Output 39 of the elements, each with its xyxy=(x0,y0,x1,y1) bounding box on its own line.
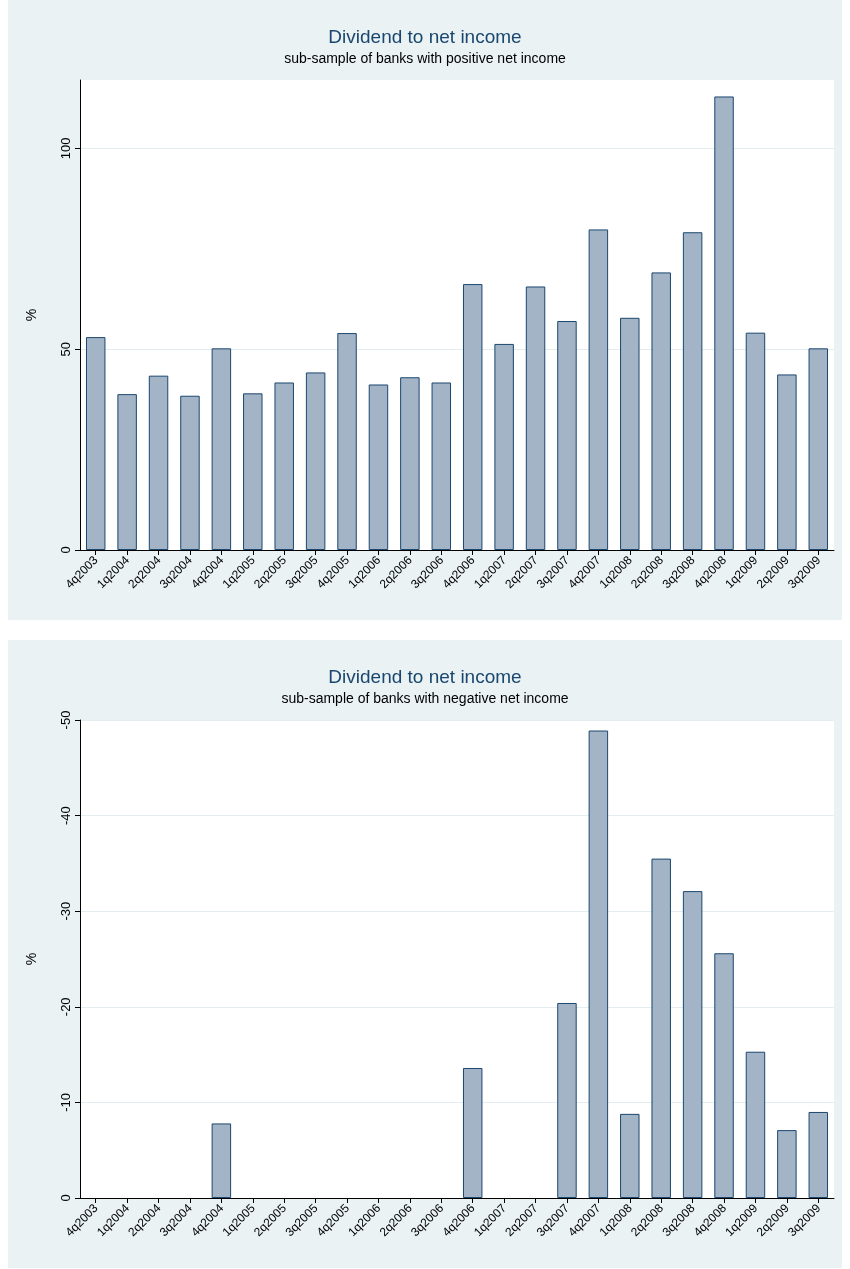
bar xyxy=(211,348,232,550)
bar xyxy=(525,286,546,550)
bar xyxy=(117,394,137,550)
y-tick-label: -20 xyxy=(58,997,73,1017)
bar xyxy=(180,395,200,550)
bar xyxy=(714,96,734,550)
bar xyxy=(620,317,640,550)
bar xyxy=(243,393,263,550)
y-tick-label: -50 xyxy=(58,710,73,730)
chart-title: Dividend to net income xyxy=(328,666,522,687)
bar xyxy=(682,232,703,550)
bar xyxy=(85,337,106,550)
bar xyxy=(808,348,829,550)
bar xyxy=(431,382,452,550)
y-tick-label: -10 xyxy=(58,1093,73,1112)
bar xyxy=(494,343,514,550)
bar xyxy=(588,229,609,550)
y-tick-label: -40 xyxy=(58,806,73,825)
bar xyxy=(557,321,577,550)
bar xyxy=(368,384,389,550)
chart-subtitle: sub-sample of banks with positive net income xyxy=(284,50,567,66)
bar xyxy=(148,375,169,550)
bar xyxy=(777,374,797,550)
bar xyxy=(400,377,420,550)
y-tick-label: 0 xyxy=(58,1194,73,1202)
y-tick-label: 100 xyxy=(58,137,73,160)
bar xyxy=(745,332,766,550)
chart-title: Dividend to net income xyxy=(328,26,522,47)
y-tick-label: 0 xyxy=(58,546,73,554)
y-tick-label: -30 xyxy=(58,901,73,921)
y-tick-label: 50 xyxy=(58,341,73,357)
bar xyxy=(651,272,671,550)
y-axis-title: % xyxy=(23,308,39,322)
bar xyxy=(274,382,294,550)
bar xyxy=(462,284,483,550)
bar xyxy=(305,372,326,550)
bar xyxy=(337,333,357,550)
y-axis-title: % xyxy=(23,952,39,966)
chart-subtitle: sub-sample of banks with negative net income xyxy=(281,690,569,706)
